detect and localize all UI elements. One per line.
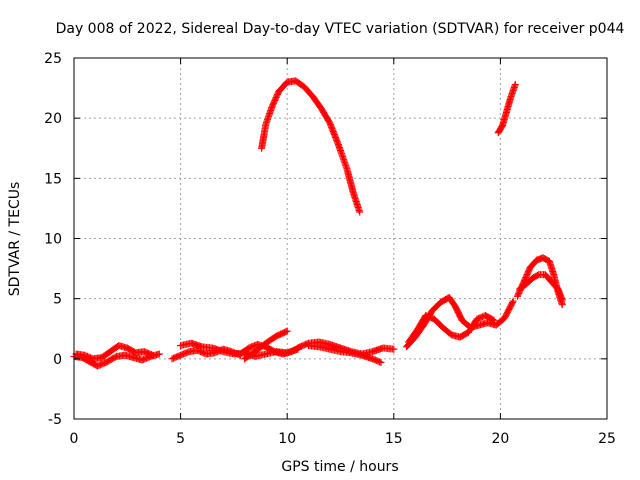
data-point (283, 327, 291, 335)
x-tick-label: 0 (70, 431, 79, 447)
series-trace (258, 77, 364, 216)
data-point (511, 80, 519, 88)
data-point (558, 296, 566, 304)
y-tick-label: 25 (44, 51, 62, 67)
series-trace (516, 271, 566, 304)
grid-lines (74, 58, 607, 419)
axis-ticks: 0 5 10 15 20 25 -5 0 5 10 15 20 25 (44, 51, 616, 447)
data-point (509, 297, 517, 305)
y-axis-label: SDTVAR / TECUs (7, 182, 23, 297)
y-tick-label: 0 (53, 352, 62, 368)
y-tick-label: 5 (53, 292, 62, 308)
data-points (70, 77, 566, 370)
series-trace (405, 312, 498, 346)
series-trace (241, 327, 291, 363)
x-tick-label: 15 (385, 431, 403, 447)
data-point (376, 358, 384, 366)
x-tick-label: 5 (176, 431, 185, 447)
y-tick-label: 15 (44, 171, 62, 187)
y-tick-label: -5 (48, 412, 62, 428)
data-point (490, 316, 498, 324)
data-point (377, 358, 385, 366)
data-point (489, 316, 497, 324)
data-point (155, 350, 163, 358)
data-point (147, 351, 155, 359)
x-tick-label: 25 (598, 431, 616, 447)
chart-title: Day 008 of 2022, Sidereal Day-to-day VTE… (56, 21, 625, 37)
series-trace (305, 342, 385, 366)
x-tick-label: 10 (278, 431, 296, 447)
data-point (282, 328, 290, 336)
data-point (149, 351, 157, 359)
y-tick-label: 20 (44, 111, 62, 127)
x-axis-label: GPS time / hours (281, 459, 398, 475)
data-point (508, 298, 516, 306)
data-point (390, 345, 398, 353)
series-trace (494, 80, 519, 137)
series-trace (72, 342, 157, 363)
data-point (356, 208, 364, 216)
x-tick-label: 20 (491, 431, 509, 447)
y-tick-label: 10 (44, 232, 62, 248)
series-trace (177, 339, 302, 360)
